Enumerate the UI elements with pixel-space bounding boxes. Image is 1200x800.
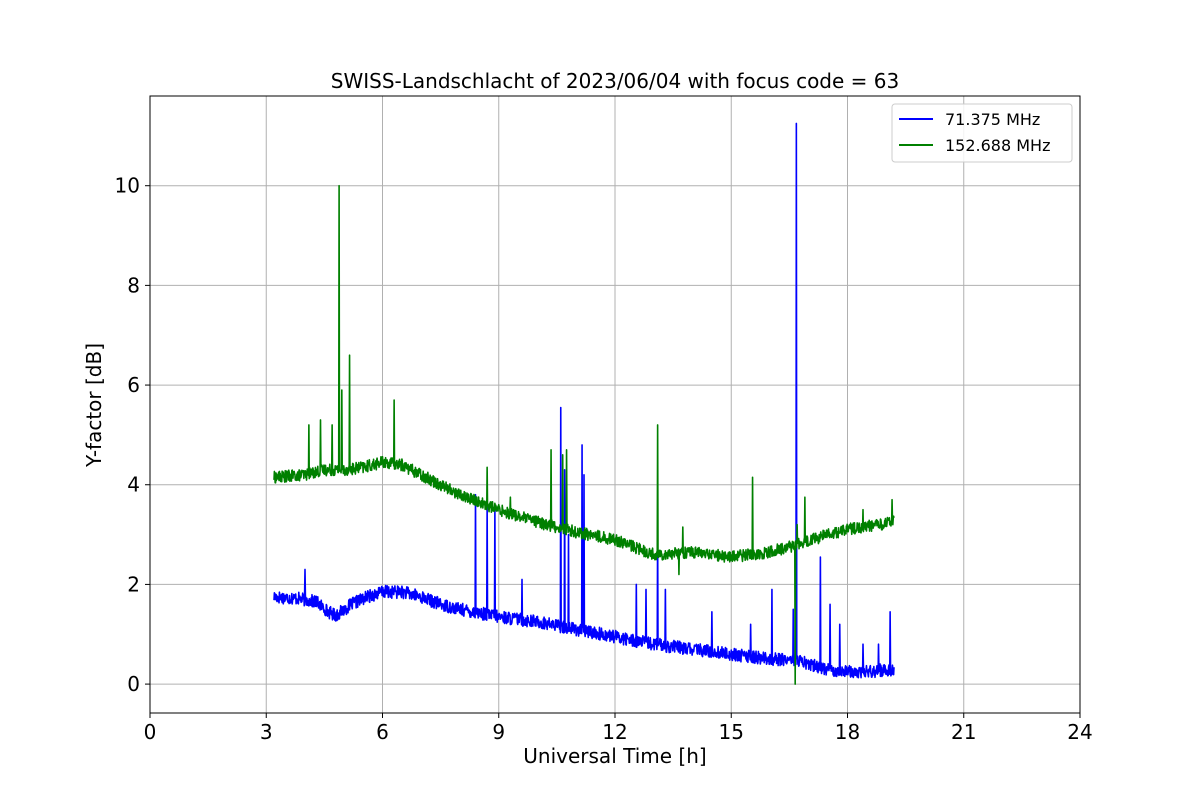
series-lines xyxy=(273,122,895,685)
legend: 71.375 MHz 152.688 MHz xyxy=(891,103,1073,163)
legend-label-71-mhz: 71.375 MHz xyxy=(945,110,1040,129)
y-tick-label: 4 xyxy=(127,473,140,497)
x-axis-title: Universal Time [h] xyxy=(523,744,706,768)
legend-label-152-mhz: 152.688 MHz xyxy=(945,136,1050,155)
x-tick-label: 24 xyxy=(1067,720,1092,744)
y-tick-label: 0 xyxy=(127,672,140,696)
x-tick-label: 9 xyxy=(492,720,505,744)
x-tick-label: 18 xyxy=(835,720,860,744)
x-tick-label: 3 xyxy=(260,720,273,744)
y-tick-label: 6 xyxy=(127,373,140,397)
series-line-71-mhz xyxy=(273,122,895,679)
x-tick-label: 12 xyxy=(602,720,627,744)
x-tick-label: 21 xyxy=(951,720,976,744)
y-tick-label: 8 xyxy=(127,273,140,297)
x-tick-label: 0 xyxy=(144,720,157,744)
y-axis-title: Y-factor [dB] xyxy=(82,343,106,468)
x-tick-label: 15 xyxy=(719,720,744,744)
y-tick-label: 2 xyxy=(127,572,140,596)
legend-box xyxy=(891,103,1073,163)
y-tick-label: 10 xyxy=(115,174,140,198)
chart-title: SWISS-Landschlacht of 2023/06/04 with fo… xyxy=(331,69,899,93)
series-line-152-mhz xyxy=(273,184,895,685)
x-tick-label: 6 xyxy=(376,720,389,744)
